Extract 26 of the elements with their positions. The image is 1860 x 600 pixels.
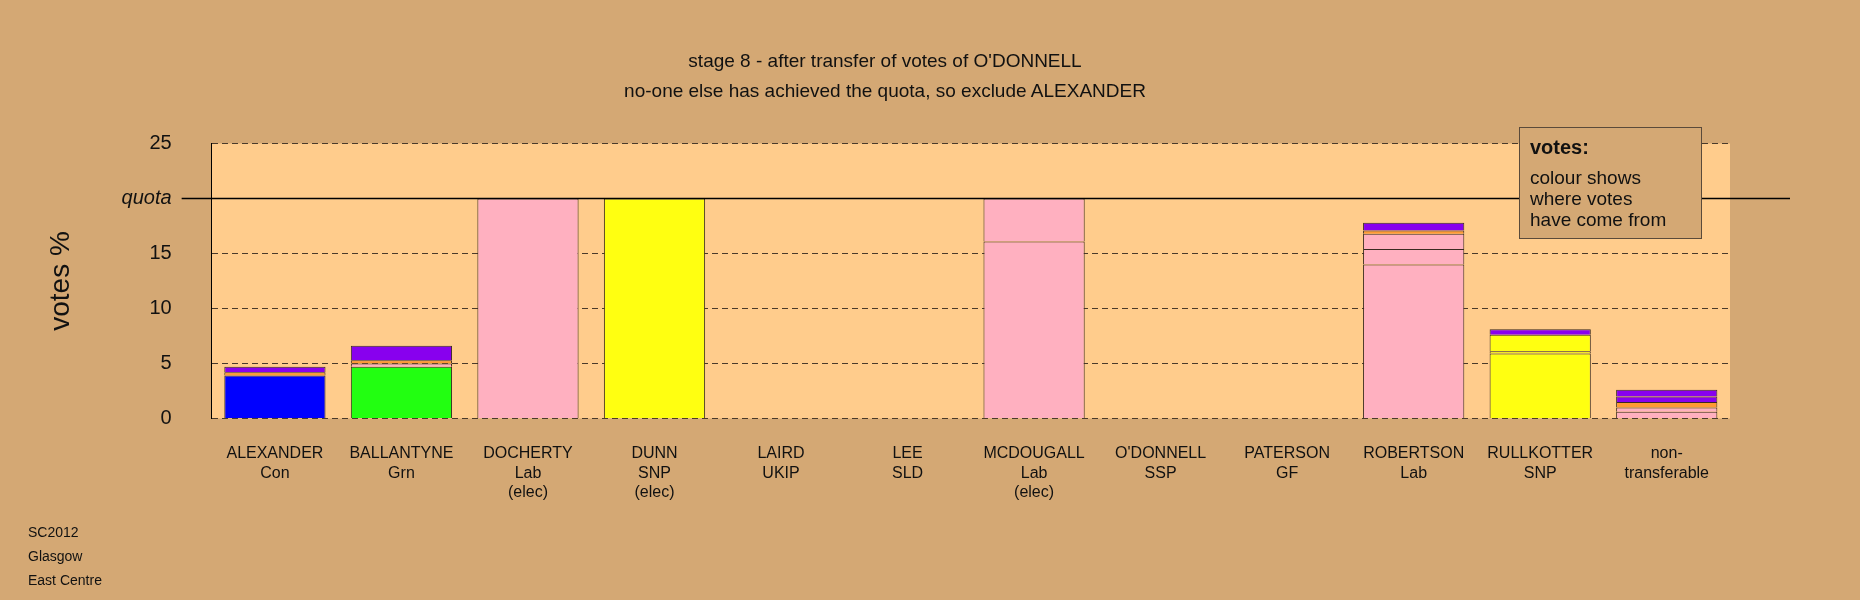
y-tick-label: 25 xyxy=(149,131,172,154)
x-tick-label: DOCHERTY Lab (elec) xyxy=(483,444,574,500)
x-tick-label: O'DONNELL SSP xyxy=(1115,444,1207,481)
x-tick-label: PATERSON GF xyxy=(1244,444,1330,481)
x-tick-label: ALEXANDER Con xyxy=(226,444,324,481)
x-tick-label: LAIRD UKIP xyxy=(757,444,805,481)
x-tick-label: BALLANTYNE Grn xyxy=(349,444,454,481)
y-tick-label: 10 xyxy=(149,296,172,318)
text: SC2012 xyxy=(28,523,80,542)
x-tick-label: ROBERTSON Lab xyxy=(1363,444,1465,481)
text: East Centre xyxy=(28,571,102,590)
y-axis-title: votes % xyxy=(43,231,75,331)
annotation: colour shows where votes have come from xyxy=(1530,167,1668,230)
y-tick-label: quota xyxy=(121,186,172,209)
chart-title: stage 8 - after transfer of votes of O'DONNELL xyxy=(688,49,1082,71)
chart-subtitle: no-one else has achieved the quota, so exclude ALEXANDER xyxy=(624,80,1146,102)
y-tick-label: 0 xyxy=(160,405,172,428)
y-tick-label: 15 xyxy=(149,241,172,264)
x-tick-label: non- transferable xyxy=(1624,444,1710,481)
x-tick-label: RULLKOTTER SNP xyxy=(1487,444,1594,481)
x-tick-label: DUNN SNP (elec) xyxy=(631,444,678,500)
y-tick-label: 5 xyxy=(160,350,172,373)
text: Glasgow xyxy=(28,547,84,566)
annotation: votes: xyxy=(1530,136,1590,159)
x-tick-label: MCDOUGALL Lab (elec) xyxy=(983,444,1085,500)
x-tick-label: LEE SLD xyxy=(892,444,924,481)
